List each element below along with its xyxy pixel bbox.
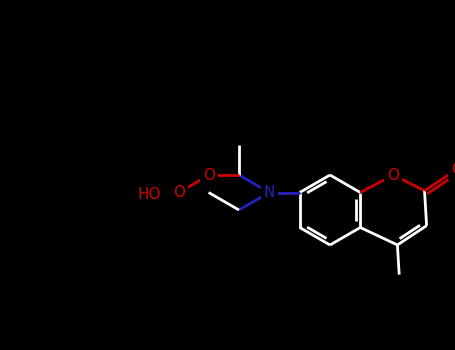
- Text: O: O: [203, 168, 215, 182]
- Text: HO: HO: [137, 187, 161, 202]
- Text: O: O: [387, 168, 399, 183]
- Text: N: N: [263, 185, 275, 200]
- Text: O: O: [173, 185, 185, 200]
- Text: O: O: [451, 162, 455, 177]
